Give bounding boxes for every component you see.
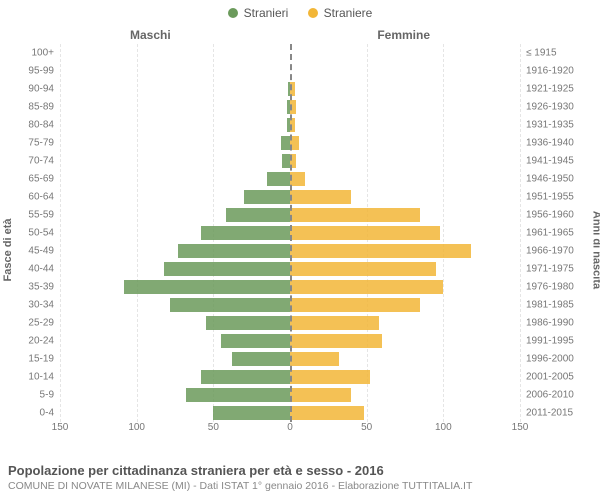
age-label: 35-39 — [28, 282, 60, 293]
x-tick-label: 100 — [435, 422, 452, 433]
chart-title: Popolazione per cittadinanza straniera p… — [8, 463, 592, 478]
bar-female — [290, 298, 420, 312]
bar-male — [201, 226, 290, 240]
legend-label-male: Stranieri — [244, 6, 289, 20]
age-label: 20-24 — [28, 336, 60, 347]
age-label: 15-19 — [28, 354, 60, 365]
bar-female — [290, 316, 379, 330]
bar-female — [290, 352, 339, 366]
bar-male — [281, 136, 290, 150]
birth-year-label: 1941-1945 — [520, 156, 574, 167]
age-label: 60-64 — [28, 192, 60, 203]
age-label: 45-49 — [28, 246, 60, 257]
bar-male — [170, 298, 290, 312]
birth-year-label: 1921-1925 — [520, 84, 574, 95]
column-title-right: Femmine — [377, 28, 430, 42]
bar-male — [226, 208, 290, 222]
bar-male — [186, 388, 290, 402]
bar-female — [290, 208, 420, 222]
legend-label-female: Straniere — [324, 6, 373, 20]
age-label: 90-94 — [28, 84, 60, 95]
birth-year-label: 2006-2010 — [520, 390, 574, 401]
bar-female — [290, 388, 351, 402]
age-label: 0-4 — [40, 408, 60, 419]
birth-year-label: 1996-2000 — [520, 354, 574, 365]
bar-female — [290, 280, 443, 294]
bar-male — [244, 190, 290, 204]
bar-male — [124, 280, 290, 294]
legend: Stranieri Straniere — [0, 6, 600, 21]
legend-swatch-female — [308, 8, 318, 18]
bar-female — [290, 406, 364, 420]
bar-female — [290, 226, 440, 240]
birth-year-label: 1956-1960 — [520, 210, 574, 221]
age-label: 10-14 — [28, 372, 60, 383]
x-tick-label: 150 — [512, 422, 529, 433]
plot-area: 0-42011-20155-92006-201010-142001-200515… — [60, 44, 520, 422]
footer: Popolazione per cittadinanza straniera p… — [8, 463, 592, 492]
age-label: 50-54 — [28, 228, 60, 239]
birth-year-label: 1936-1940 — [520, 138, 574, 149]
x-axis: 15010050050100150 — [60, 422, 520, 438]
y-axis-title-left: Fasce di età — [2, 219, 14, 282]
x-tick-label: 150 — [52, 422, 69, 433]
bar-male — [206, 316, 290, 330]
age-label: 75-79 — [28, 138, 60, 149]
birth-year-label: 1926-1930 — [520, 102, 574, 113]
birth-year-label: 1966-1970 — [520, 246, 574, 257]
chart-subtitle: COMUNE DI NOVATE MILANESE (MI) - Dati IS… — [8, 480, 592, 492]
x-tick-label: 0 — [287, 422, 293, 433]
age-label: 30-34 — [28, 300, 60, 311]
birth-year-label: 2001-2005 — [520, 372, 574, 383]
age-label: 5-9 — [40, 390, 60, 401]
population-pyramid-chart: Stranieri Straniere Maschi Femmine Fasce… — [0, 0, 600, 500]
age-label: 25-29 — [28, 318, 60, 329]
bar-male — [221, 334, 290, 348]
age-label: 65-69 — [28, 174, 60, 185]
bar-male — [213, 406, 290, 420]
birth-year-label: 1981-1985 — [520, 300, 574, 311]
bar-female — [290, 370, 370, 384]
legend-swatch-male — [228, 8, 238, 18]
x-tick-label: 50 — [361, 422, 372, 433]
birth-year-label: 1951-1955 — [520, 192, 574, 203]
birth-year-label: 1986-1990 — [520, 318, 574, 329]
age-label: 85-89 — [28, 102, 60, 113]
center-axis-line — [290, 44, 292, 422]
age-label: 95-99 — [28, 66, 60, 77]
birth-year-label: 1976-1980 — [520, 282, 574, 293]
bar-male — [282, 154, 290, 168]
legend-item-male: Stranieri — [228, 6, 289, 20]
bar-male — [201, 370, 290, 384]
bar-female — [290, 334, 382, 348]
birth-year-label: 1991-1995 — [520, 336, 574, 347]
bar-female — [290, 190, 351, 204]
birth-year-label: ≤ 1915 — [520, 48, 557, 59]
birth-year-label: 2011-2015 — [520, 408, 573, 419]
birth-year-label: 1916-1920 — [520, 66, 574, 77]
bar-female — [290, 172, 305, 186]
legend-item-female: Straniere — [308, 6, 373, 20]
age-label: 70-74 — [28, 156, 60, 167]
x-tick-label: 50 — [208, 422, 219, 433]
birth-year-label: 1961-1965 — [520, 228, 574, 239]
column-title-left: Maschi — [130, 28, 171, 42]
bar-female — [290, 244, 471, 258]
bar-male — [267, 172, 290, 186]
x-tick-label: 100 — [128, 422, 145, 433]
age-label: 55-59 — [28, 210, 60, 221]
y-axis-title-right: Anni di nascita — [590, 211, 600, 289]
age-label: 80-84 — [28, 120, 60, 131]
bar-male — [232, 352, 290, 366]
bar-male — [178, 244, 290, 258]
age-label: 40-44 — [28, 264, 60, 275]
age-label: 100+ — [31, 48, 60, 59]
birth-year-label: 1931-1935 — [520, 120, 574, 131]
bar-male — [164, 262, 290, 276]
birth-year-label: 1971-1975 — [520, 264, 574, 275]
birth-year-label: 1946-1950 — [520, 174, 574, 185]
bar-female — [290, 262, 436, 276]
